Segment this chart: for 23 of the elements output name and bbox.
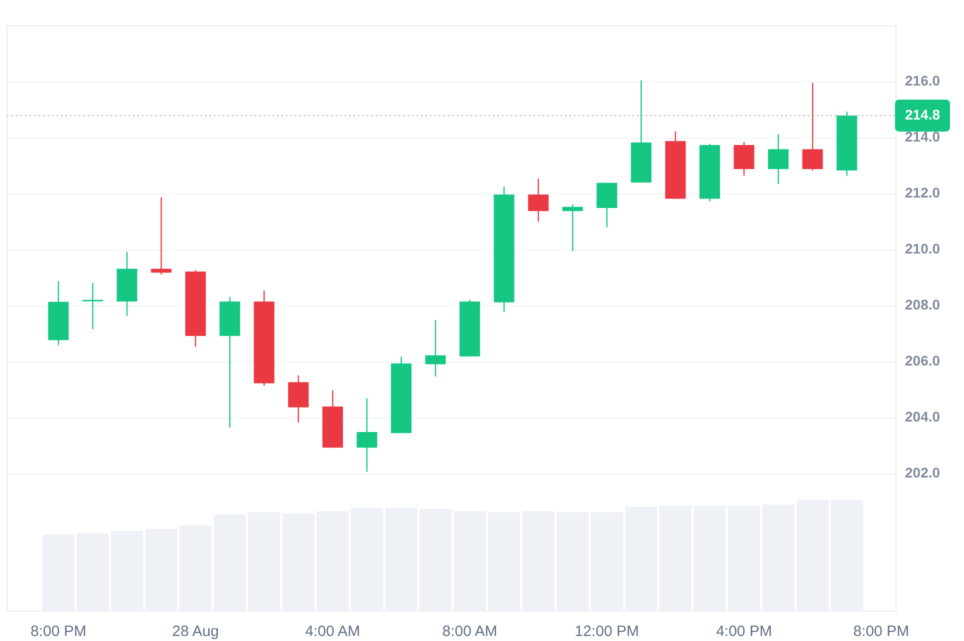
x-tick-label: 4:00 AM [305,622,360,640]
y-tick-label: 214.0 [905,128,940,145]
candlestick [82,282,103,330]
y-tick-label: 212.0 [905,184,940,201]
x-tick-label: 8:00 PM [853,622,910,640]
candlestick [356,398,378,472]
candlestick [425,319,446,378]
y-tick-label: 216.0 [905,72,940,89]
x-tick-label: 8:00 PM [30,622,86,640]
candlestick [562,204,583,252]
x-tick-label: 8:00 AM [442,622,498,640]
candlestick [768,133,789,185]
candlestick [802,82,823,172]
y-tick-label: 206.0 [905,352,940,369]
y-tick-label: 204.0 [905,408,940,425]
y-tick-label: 210.0 [905,240,940,257]
y-tick-label: 202.0 [905,464,940,481]
ref-line-label: 214.8 [904,106,940,122]
x-tick-label: 12:00 PM [574,622,640,640]
y-tick-label: 208.0 [905,296,940,313]
x-tick-label: 4:00 PM [716,622,772,640]
x-tick-label: 28 Aug [172,622,219,640]
candlestick [528,178,549,222]
